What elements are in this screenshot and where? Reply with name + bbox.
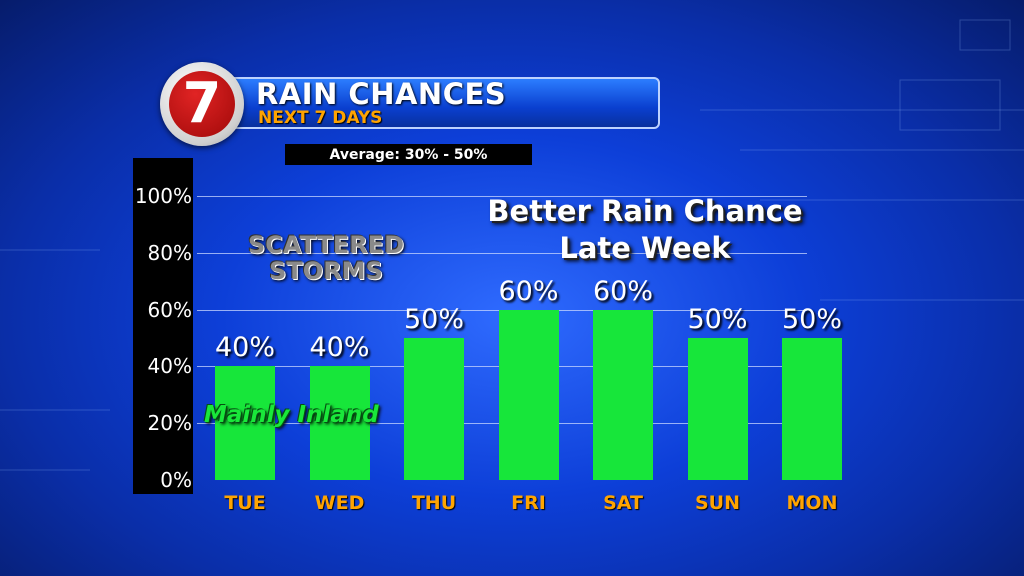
bar-value-label: 60% (592, 275, 653, 307)
bar-value-label: 50% (403, 304, 464, 335)
y-tick-label: 20% (147, 411, 192, 436)
bar (309, 366, 370, 480)
bar (215, 366, 275, 480)
chart-subtitle: NEXT 7 DAYS (258, 108, 383, 128)
better-rain-line: Better Rain Chance (487, 194, 803, 228)
bar (782, 338, 842, 480)
y-tick-label: 0% (160, 468, 192, 492)
x-tick-label: SUN (694, 492, 740, 514)
channel-7-logo: 7 (160, 62, 244, 146)
bar-value-label: 50% (687, 304, 748, 335)
mainly-inland-annotation: Mainly Inland (204, 402, 379, 428)
bar (593, 309, 653, 480)
chart-title: RAIN CHANCES (256, 77, 507, 111)
logo-number: 7 (169, 71, 235, 137)
storms-line: STORMS (269, 257, 383, 285)
bar-value-label: 60% (498, 275, 559, 307)
bar-value-label: 50% (781, 304, 842, 335)
bar (404, 338, 464, 480)
y-tick-label: 80% (147, 240, 192, 265)
x-tick-label: WED (314, 492, 365, 514)
scattered-line: SCATTERED (247, 231, 405, 259)
bar-value-label: 40% (214, 332, 275, 364)
y-tick-label: 40% (147, 354, 192, 379)
gridline (197, 252, 807, 254)
bar-value-label: 40% (309, 332, 370, 364)
y-axis-panel (133, 158, 193, 494)
x-tick-label: SAT (603, 492, 643, 514)
x-tick-label: THU (411, 492, 457, 514)
x-tick-label: FRI (511, 492, 546, 514)
y-tick-label: 60% (147, 297, 192, 322)
x-tick-label: TUE (224, 492, 266, 514)
late-week-line: Late Week (559, 231, 731, 265)
bar (498, 309, 559, 480)
better-rain-annotation: Better Rain Chance Late Week (440, 193, 850, 267)
bar (687, 338, 748, 480)
gridline (197, 196, 807, 197)
average-badge: Average: 30% - 50% (285, 144, 532, 165)
y-tick-label: 100% (134, 184, 192, 208)
scattered-storms-annotation: SCATTERED STORMS (226, 232, 426, 284)
x-tick-label: MON (786, 492, 838, 514)
